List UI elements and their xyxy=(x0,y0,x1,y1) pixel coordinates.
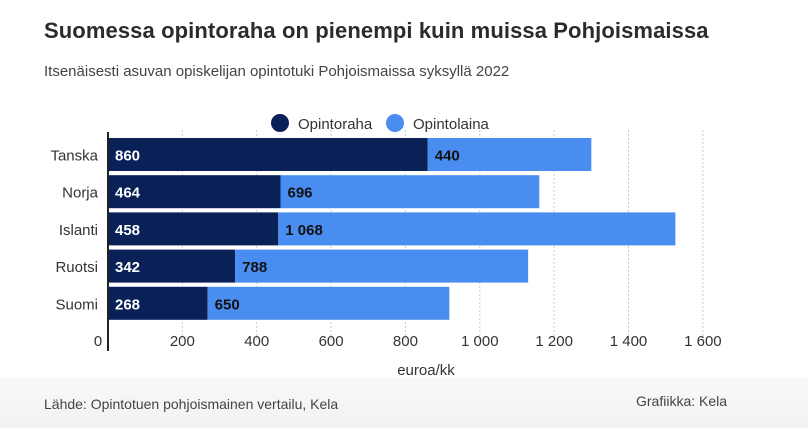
data-label: 860 xyxy=(115,148,140,165)
legend-label: Opintolaina xyxy=(413,116,490,133)
x-tick-label: 1 000 xyxy=(461,333,499,350)
data-label: 650 xyxy=(215,296,240,313)
data-labels: 860 440 464 696 458 1 068 342 788 268 650 xyxy=(115,148,460,314)
bar-opintoraha-islanti xyxy=(108,212,279,246)
x-axis: 0 200 400 600 800 1 000 1 200 1 400 1 600 euroa/k… xyxy=(94,333,722,378)
data-label: 788 xyxy=(242,259,267,276)
x-tick-label: 400 xyxy=(244,333,269,350)
legend-swatch xyxy=(271,114,289,132)
graphic-credit: Grafiikka: Kela xyxy=(636,393,728,409)
data-label: 440 xyxy=(435,148,460,165)
y-axis: Tanska Norja Islanti Ruotsi Suomi xyxy=(50,132,109,351)
bar-opintoraha-ruotsi xyxy=(108,249,236,283)
bar-opintolaina-suomi xyxy=(207,286,450,320)
legend-label: Opintoraha xyxy=(298,116,373,133)
legend-swatch xyxy=(386,114,404,132)
bar-opintoraha-norja xyxy=(108,175,281,209)
y-tick-label: Islanti xyxy=(59,222,98,239)
y-tick-label: Suomi xyxy=(55,296,98,313)
x-axis-title: euroa/kk xyxy=(397,362,455,378)
data-label: 342 xyxy=(115,259,140,276)
source-note: Lähde: Opintotuen pohjoismainen vertailu… xyxy=(44,396,339,412)
bars xyxy=(108,138,676,320)
data-label: 1 068 xyxy=(285,222,323,239)
data-label: 458 xyxy=(115,222,140,239)
bar-opintoraha-tanska xyxy=(108,138,428,171)
legend-item-opintolaina: Opintolaina xyxy=(386,114,490,133)
x-tick-label: 1 600 xyxy=(684,333,722,350)
data-label: 696 xyxy=(288,185,313,202)
y-tick-label: Norja xyxy=(62,185,99,202)
bar-opintolaina-norja xyxy=(280,175,540,209)
x-tick-label: 600 xyxy=(319,333,344,350)
data-label: 268 xyxy=(115,296,140,313)
footer xyxy=(0,378,808,428)
chart-title: Suomessa opintoraha on pienempi kuin mui… xyxy=(44,18,709,43)
chart-subtitle: Itsenäisesti asuvan opiskelijan opintotu… xyxy=(44,63,510,80)
bar-opintolaina-islanti xyxy=(278,212,676,246)
y-tick-label: Ruotsi xyxy=(55,259,98,276)
y-tick-label: Tanska xyxy=(50,148,98,165)
bar-opintoraha-suomi xyxy=(108,286,208,320)
x-tick-label: 200 xyxy=(170,333,195,350)
x-tick-label: 1 400 xyxy=(610,333,648,350)
bar-opintolaina-tanska xyxy=(427,138,592,171)
x-tick-label: 0 xyxy=(94,333,102,350)
legend: Opintoraha Opintolaina xyxy=(271,114,490,133)
x-tick-label: 800 xyxy=(393,333,418,350)
bar-chart: Opintoraha Opintolaina 860 440 464 696 458 1 0… xyxy=(50,114,722,378)
bar-opintolaina-ruotsi xyxy=(235,249,529,283)
legend-item-opintoraha: Opintoraha xyxy=(271,114,373,133)
data-label: 464 xyxy=(115,185,141,202)
x-tick-label: 1 200 xyxy=(535,333,573,350)
